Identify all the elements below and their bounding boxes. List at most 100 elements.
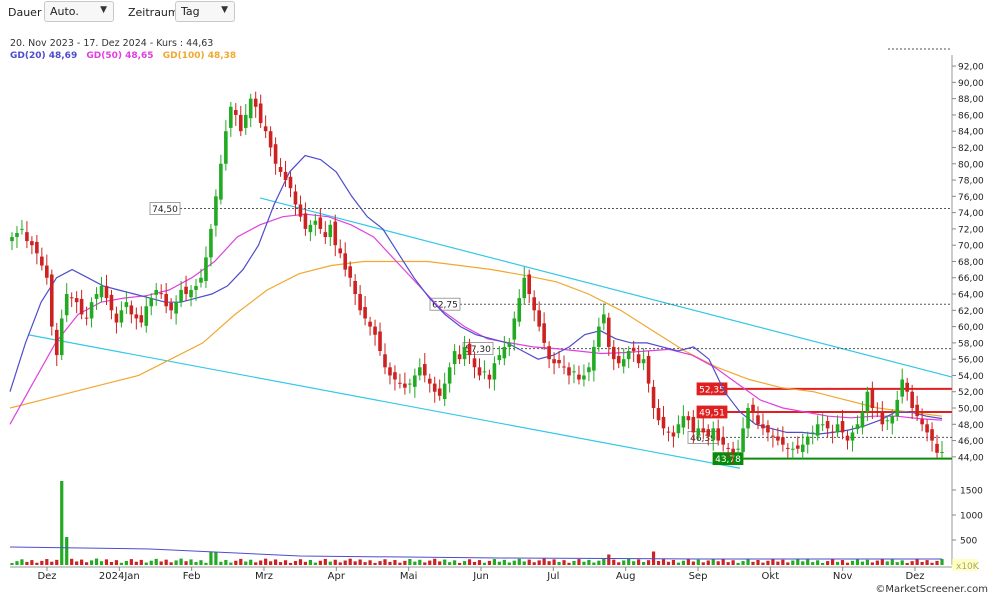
candle-body	[288, 176, 293, 189]
candle-body	[393, 372, 397, 380]
candle-body	[716, 428, 721, 441]
channel-lower-line	[27, 334, 741, 469]
volume-bar	[781, 559, 785, 565]
volume-bar	[283, 560, 288, 565]
candle-body	[786, 447, 790, 449]
volume-bar	[80, 559, 84, 565]
candle-body	[552, 359, 556, 364]
volume-bar	[393, 560, 397, 565]
y-tick-label: 80,00	[958, 160, 984, 170]
candle-body	[800, 444, 805, 452]
y-tick-label: 82,00	[958, 144, 984, 154]
candle-body	[726, 447, 730, 449]
candle-body	[273, 144, 278, 164]
candle-body	[25, 232, 29, 242]
candle-body	[572, 371, 576, 373]
volume-bar	[25, 561, 29, 565]
volume-bar	[676, 562, 681, 565]
candle-body	[542, 323, 546, 343]
volume-bar	[388, 561, 392, 565]
volume-bar	[60, 481, 64, 565]
volume-bar	[273, 559, 278, 565]
candle-body	[756, 415, 760, 425]
candle-body	[706, 429, 711, 437]
volume-bar	[860, 561, 865, 565]
volume-bar	[303, 561, 308, 565]
candle-body	[333, 221, 338, 246]
price-level-label: 49,51	[699, 408, 725, 418]
channel-upper-line	[259, 197, 953, 378]
volume-bar	[766, 560, 770, 565]
candle-body	[99, 285, 104, 298]
candle-body	[522, 277, 527, 299]
candle-body	[940, 451, 944, 453]
volume-bar	[547, 561, 551, 565]
ma-legend: GD(20) 48,69 GD(50) 48,65 GD(100) 48,38	[10, 51, 242, 61]
candle-body	[124, 302, 129, 308]
range-select[interactable]: Tag ▼	[175, 1, 235, 22]
volume-bar	[109, 562, 114, 565]
candle-body	[139, 315, 144, 323]
candle-body	[49, 274, 54, 327]
volume-bar	[507, 562, 511, 565]
candle-body	[432, 383, 437, 392]
candle-body	[711, 428, 716, 440]
price-level-label: 52,35	[699, 385, 725, 395]
volume-bar	[502, 559, 506, 565]
candle-body	[174, 302, 178, 314]
volume-bar	[557, 562, 561, 565]
duration-select[interactable]: Auto. ▼	[44, 1, 114, 22]
candle-body	[860, 412, 865, 428]
candle-body	[30, 241, 34, 246]
y-tick-label: 66,00	[958, 274, 984, 284]
candle-body	[577, 374, 581, 380]
candle-body	[731, 448, 735, 453]
price-level-box	[696, 382, 728, 396]
candle-body	[15, 232, 19, 238]
candle-body	[746, 408, 750, 429]
volume-bar	[721, 559, 725, 565]
volume-bar	[413, 561, 417, 565]
candle-body	[905, 382, 909, 392]
candle-body	[910, 391, 914, 409]
volume-bar	[174, 560, 178, 565]
volume-bar	[642, 562, 646, 565]
x-tick-label: 2024Jan	[99, 571, 140, 582]
volume-bar	[264, 558, 268, 565]
volume-bar	[462, 561, 467, 565]
volume-bar	[328, 561, 332, 565]
volume-bar	[239, 558, 243, 565]
candle-body	[368, 321, 372, 327]
y-tick-label: 52,00	[958, 388, 984, 398]
candle-body	[437, 388, 442, 396]
volume-bar	[443, 559, 447, 565]
candle-body	[666, 431, 671, 433]
y-tick-label: 44,00	[958, 453, 984, 463]
candle-body	[920, 419, 924, 425]
candle-body	[74, 298, 79, 303]
candle-body	[557, 359, 561, 364]
volume-bar	[572, 560, 576, 565]
candle-body	[398, 382, 402, 384]
candle-body	[20, 228, 24, 230]
volume-bar	[124, 560, 128, 565]
volume-bar	[104, 559, 109, 565]
y-tick-label: 50,00	[958, 405, 984, 415]
candle-body	[885, 420, 890, 422]
volume-bar	[696, 559, 700, 565]
volume-bar	[686, 558, 690, 565]
y-tick-label: 90,00	[958, 79, 984, 89]
price-level-box	[696, 405, 728, 419]
volume-bar	[771, 558, 775, 565]
volume-bar	[10, 563, 14, 565]
price-level-label: 74,50	[152, 205, 178, 215]
y-tick-label: 74,00	[958, 209, 984, 219]
candle-body	[79, 298, 84, 315]
volume-bar	[249, 559, 253, 565]
volume-bar	[368, 560, 372, 565]
candle-body	[482, 371, 487, 373]
candle-body	[582, 375, 586, 380]
volume-bar	[343, 560, 347, 565]
volume-bar	[472, 561, 477, 565]
